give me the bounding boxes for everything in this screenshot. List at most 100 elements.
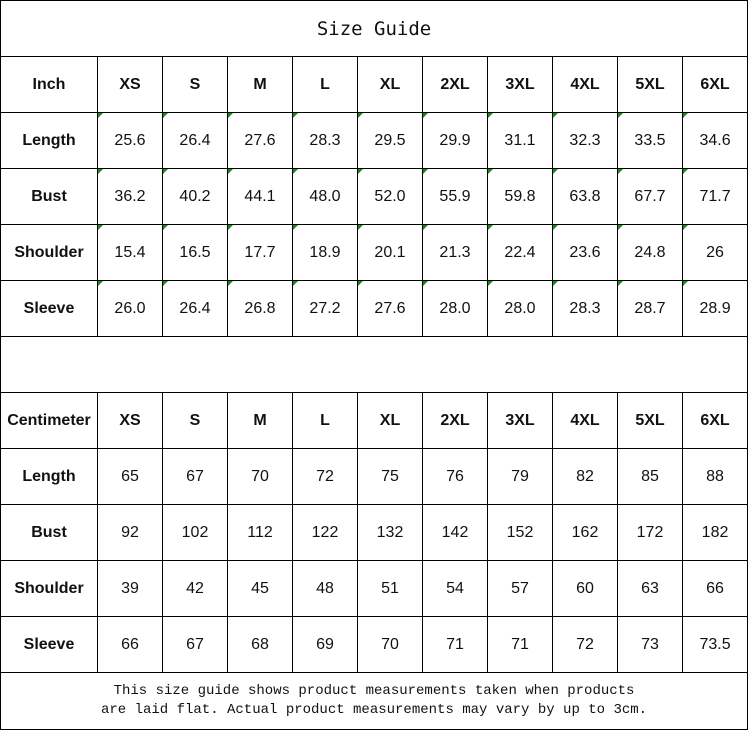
measurement-value: 25.6 bbox=[97, 112, 163, 169]
size-header-4xl: 4XL bbox=[552, 392, 618, 449]
size-header-4xl: 4XL bbox=[552, 56, 618, 113]
measurement-value: 70 bbox=[227, 448, 293, 505]
inch-row-length: Length 25.6 26.4 27.6 28.3 29.5 29.9 31.1 32.3 33… bbox=[0, 112, 749, 169]
measurement-label: Shoulder bbox=[0, 560, 98, 617]
measurement-value: 28.3 bbox=[552, 280, 618, 337]
size-header-3xl: 3XL bbox=[487, 392, 553, 449]
measurement-value: 76 bbox=[422, 448, 488, 505]
measurement-value: 40.2 bbox=[162, 168, 228, 225]
size-header-xl: XL bbox=[357, 56, 423, 113]
size-header-m: M bbox=[227, 392, 293, 449]
size-header-s: S bbox=[162, 392, 228, 449]
measurement-value: 24.8 bbox=[617, 224, 683, 281]
measurement-value: 15.4 bbox=[97, 224, 163, 281]
measurement-value: 112 bbox=[227, 504, 293, 561]
measurement-value: 75 bbox=[357, 448, 423, 505]
size-header-xl: XL bbox=[357, 392, 423, 449]
measurement-value: 33.5 bbox=[617, 112, 683, 169]
measurement-value: 59.8 bbox=[487, 168, 553, 225]
size-header-2xl: 2XL bbox=[422, 56, 488, 113]
measurement-value: 172 bbox=[617, 504, 683, 561]
measurement-value: 69 bbox=[292, 616, 358, 673]
measurement-value: 26.8 bbox=[227, 280, 293, 337]
measurement-label: Bust bbox=[0, 168, 98, 225]
measurement-value: 72 bbox=[552, 616, 618, 673]
inch-header-row: Inch XS S M L XL 2XL 3XL 4XL 5XL 6XL bbox=[0, 56, 749, 113]
spacer-cell bbox=[0, 336, 749, 393]
centimeter-row-bust: Bust 92 102 112 122 132 142 152 162 172 182 bbox=[0, 504, 749, 561]
measurement-value: 72 bbox=[292, 448, 358, 505]
measurement-value: 102 bbox=[162, 504, 228, 561]
note-line-1: This size guide shows product measuremen… bbox=[113, 683, 635, 699]
measurement-label: Sleeve bbox=[0, 280, 98, 337]
measurement-value: 67 bbox=[162, 616, 228, 673]
measurement-value: 162 bbox=[552, 504, 618, 561]
measurement-value: 23.6 bbox=[552, 224, 618, 281]
size-header-5xl: 5XL bbox=[617, 56, 683, 113]
inch-row-bust: Bust 36.2 40.2 44.1 48.0 52.0 55.9 59.8 63.8 67.7… bbox=[0, 168, 749, 225]
size-header-6xl: 6XL bbox=[681, 392, 749, 449]
measurement-value: 48 bbox=[292, 560, 358, 617]
measurement-value: 71 bbox=[487, 616, 553, 673]
centimeter-row-sleeve: Sleeve 66 67 68 69 70 71 71 72 73 73.5 bbox=[0, 616, 749, 673]
measurement-value: 34.6 bbox=[681, 112, 749, 169]
measurement-value: 152 bbox=[487, 504, 553, 561]
measurement-value: 26.4 bbox=[162, 280, 228, 337]
measurement-value: 45 bbox=[227, 560, 293, 617]
measurement-value: 26 bbox=[681, 224, 749, 281]
size-header-5xl: 5XL bbox=[617, 392, 683, 449]
size-header-6xl: 6XL bbox=[681, 56, 749, 113]
measurement-value: 32.3 bbox=[552, 112, 618, 169]
measurement-value: 67.7 bbox=[617, 168, 683, 225]
measurement-value: 71 bbox=[422, 616, 488, 673]
measurement-value: 79 bbox=[487, 448, 553, 505]
measurement-value: 182 bbox=[681, 504, 749, 561]
measurement-label: Shoulder bbox=[0, 224, 98, 281]
table-title: Size Guide bbox=[0, 0, 749, 57]
measurement-value: 18.9 bbox=[292, 224, 358, 281]
measurement-value: 70 bbox=[357, 616, 423, 673]
size-header-l: L bbox=[292, 56, 358, 113]
measurement-value: 36.2 bbox=[97, 168, 163, 225]
centimeter-row-length: Length 65 67 70 72 75 76 79 82 85 88 bbox=[0, 448, 749, 505]
measurement-value: 65 bbox=[97, 448, 163, 505]
measurement-value: 31.1 bbox=[487, 112, 553, 169]
measurement-value: 29.5 bbox=[357, 112, 423, 169]
measurement-value: 27.6 bbox=[227, 112, 293, 169]
inch-row-sleeve: Sleeve 26.0 26.4 26.8 27.2 27.6 28.0 28.0 28.3 28… bbox=[0, 280, 749, 337]
measurement-value: 48.0 bbox=[292, 168, 358, 225]
inch-row-shoulder: Shoulder 15.4 16.5 17.7 18.9 20.1 21.3 22.4 23.6… bbox=[0, 224, 749, 281]
size-header-3xl: 3XL bbox=[487, 56, 553, 113]
measurement-value: 26.4 bbox=[162, 112, 228, 169]
measurement-value: 29.9 bbox=[422, 112, 488, 169]
measurement-value: 82 bbox=[552, 448, 618, 505]
measurement-value: 28.7 bbox=[617, 280, 683, 337]
size-header-2xl: 2XL bbox=[422, 392, 488, 449]
inch-unit-label: Inch bbox=[0, 56, 98, 113]
measurement-value: 68 bbox=[227, 616, 293, 673]
measurement-label: Length bbox=[0, 448, 98, 505]
measurement-value: 28.9 bbox=[681, 280, 749, 337]
size-header-l: L bbox=[292, 392, 358, 449]
measurement-value: 16.5 bbox=[162, 224, 228, 281]
measurement-value: 88 bbox=[681, 448, 749, 505]
measurement-value: 28.0 bbox=[422, 280, 488, 337]
size-header-m: M bbox=[227, 56, 293, 113]
measurement-value: 73 bbox=[617, 616, 683, 673]
measurement-value: 27.2 bbox=[292, 280, 358, 337]
centimeter-row-shoulder: Shoulder 39 42 45 48 51 54 57 60 63 66 bbox=[0, 560, 749, 617]
measurement-value: 142 bbox=[422, 504, 488, 561]
measurement-value: 54 bbox=[422, 560, 488, 617]
measurement-value: 27.6 bbox=[357, 280, 423, 337]
measurement-label: Length bbox=[0, 112, 98, 169]
measurement-label: Sleeve bbox=[0, 616, 98, 673]
measurement-value: 73.5 bbox=[681, 616, 749, 673]
measurement-value: 60 bbox=[552, 560, 618, 617]
centimeter-header-row: Centimeter XS S M L XL 2XL 3XL 4XL 5XL 6XL bbox=[0, 392, 749, 449]
measurement-value: 42 bbox=[162, 560, 228, 617]
measurement-label: Bust bbox=[0, 504, 98, 561]
measurement-value: 21.3 bbox=[422, 224, 488, 281]
measurement-value: 63 bbox=[617, 560, 683, 617]
measurement-value: 85 bbox=[617, 448, 683, 505]
